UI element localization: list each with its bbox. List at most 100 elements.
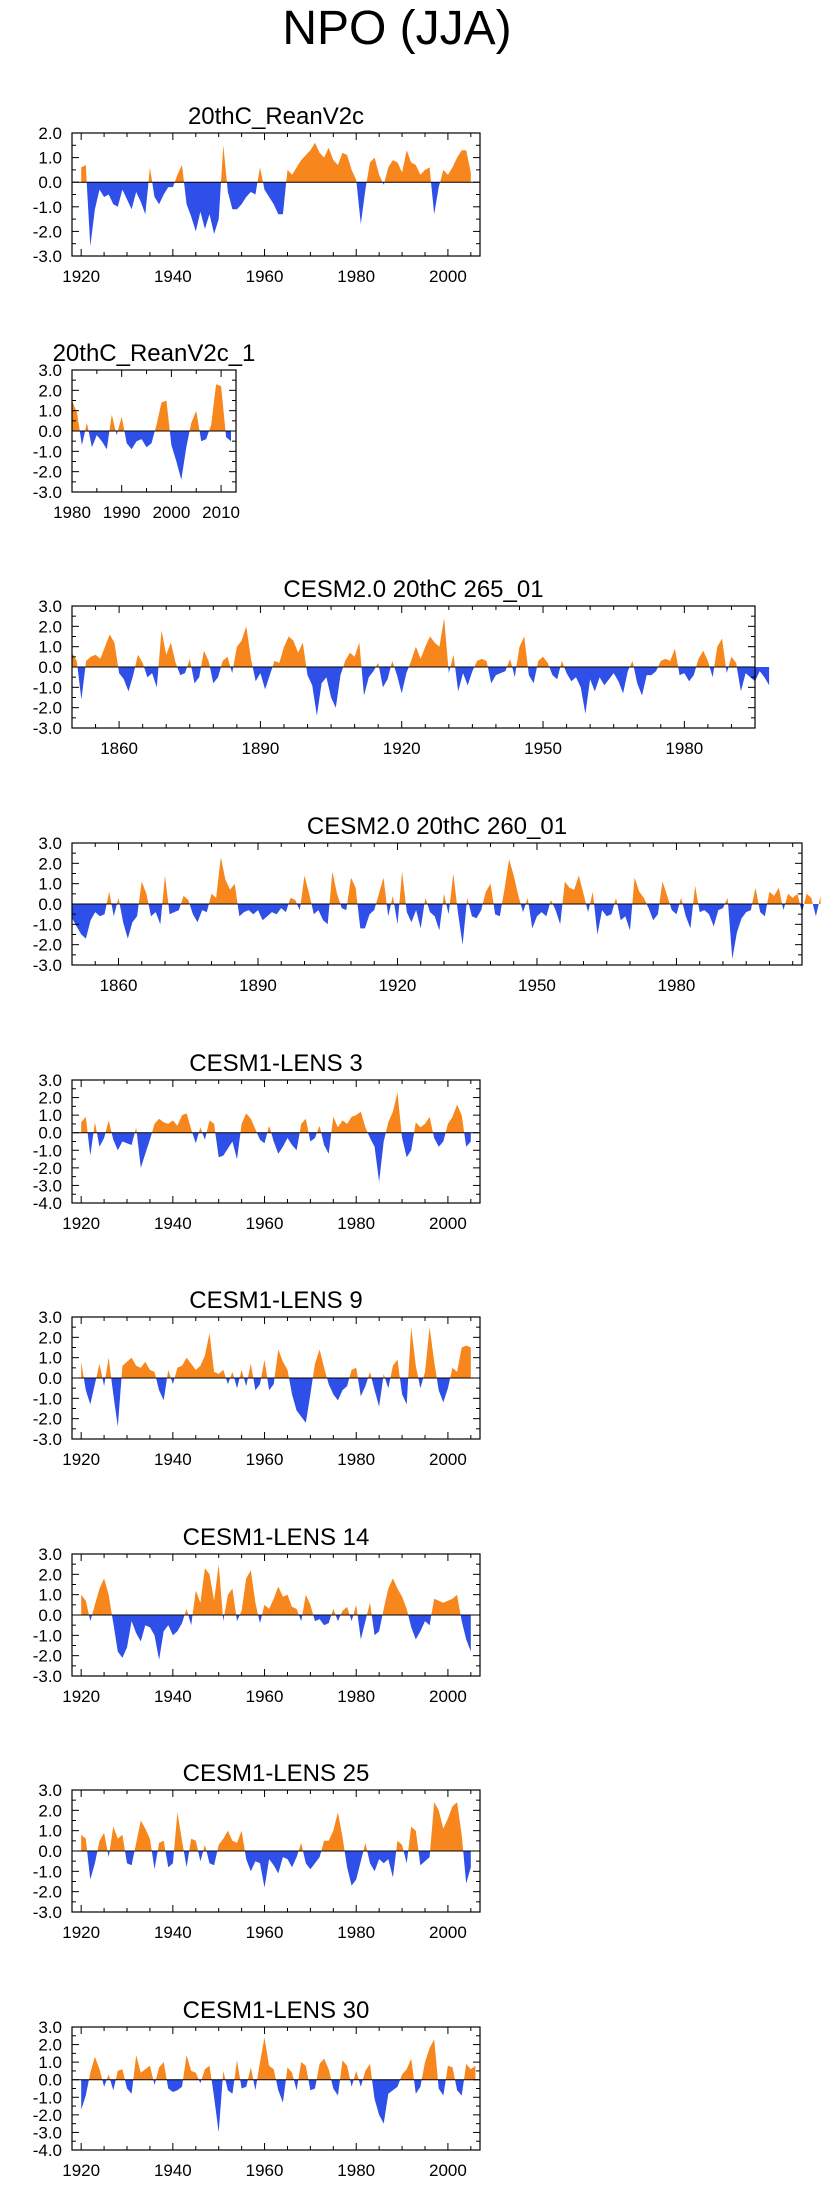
x-tick-label: 1920 (62, 2161, 100, 2180)
positive-anomaly-area (81, 2037, 476, 2080)
x-tick-label: 1980 (337, 1687, 375, 1706)
y-tick-label: 1.0 (38, 1586, 62, 1605)
x-tick-label: 1960 (246, 1450, 284, 1469)
y-tick-label: 2.0 (38, 1328, 62, 1347)
chart-8: CESM1-LENS 25 3.02.0 1.00.0-1.0 -2.0-3.0192… (33, 1760, 481, 1942)
x-tick-label: 1940 (154, 1214, 192, 1233)
y-tick-label: 2.0 (38, 617, 62, 636)
positive-anomaly-area (81, 1564, 471, 1615)
chart-9: CESM1-LENS 30 3.02.01.00.0-1.0-2.0-3.0-4.… (33, 1997, 481, 2180)
y-tick-label: 0.0 (38, 1124, 62, 1143)
negative-anomaly-area (81, 1851, 471, 1888)
chart-4: CESM2.0 20thC 260_01 3.02.0 1.00.0-1.0 -2.0… (33, 813, 821, 995)
positive-anomaly-area (72, 384, 231, 431)
negative-anomaly-area (72, 904, 821, 959)
x-tick-label: 1940 (154, 1923, 192, 1942)
y-tick-label: 1.0 (38, 2053, 62, 2072)
y-tick-label: -3.0 (33, 2123, 62, 2142)
x-tick-label: 1950 (518, 976, 556, 995)
y-tick-label: -2.0 (33, 1410, 62, 1429)
y-tick-label: -1.0 (33, 678, 62, 697)
negative-anomaly-area (72, 667, 770, 716)
y-tick-label: -1.0 (33, 442, 62, 461)
x-tick-label: 1920 (62, 267, 100, 286)
x-tick-label: 1920 (383, 739, 421, 758)
y-tick-label: 3.0 (38, 361, 62, 380)
y-tick-label: -1.0 (33, 1626, 62, 1645)
y-tick-label: 3.0 (38, 1308, 62, 1327)
x-tick-label: 1920 (62, 1923, 100, 1942)
y-tick-label: 0.0 (38, 2071, 62, 2090)
x-tick-label: 2000 (429, 1450, 467, 1469)
x-tick-label: 1960 (246, 267, 284, 286)
y-tick-label: 0.0 (38, 1606, 62, 1625)
y-tick-label: 2.0 (38, 1089, 62, 1108)
y-tick-label: 3.0 (38, 1781, 62, 1800)
y-tick-label: 0.0 (38, 658, 62, 677)
y-tick-label: 3.0 (38, 1545, 62, 1564)
chart-title: CESM1-LENS 14 (183, 1524, 370, 1551)
negative-anomaly-area (81, 1378, 471, 1427)
positive-anomaly-area (81, 1327, 471, 1378)
x-tick-label: 1980 (337, 1214, 375, 1233)
x-tick-label: 1940 (154, 1450, 192, 1469)
x-tick-label: 1980 (337, 1450, 375, 1469)
x-tick-label: 1920 (62, 1450, 100, 1469)
positive-anomaly-area (72, 857, 821, 904)
y-tick-label: 3.0 (38, 2018, 62, 2037)
y-tick-label: 3.0 (38, 597, 62, 616)
x-tick-label: 1980 (658, 976, 696, 995)
y-tick-label: -3.0 (33, 1176, 62, 1195)
negative-anomaly-area (81, 1132, 471, 1182)
positive-anomaly-area (81, 142, 471, 183)
x-tick-label: 1980 (665, 739, 703, 758)
x-tick-label: 1920 (62, 1214, 100, 1233)
y-tick-label: -3.0 (33, 719, 62, 738)
y-tick-label: 0.0 (38, 1369, 62, 1388)
y-tick-label: 1.0 (38, 1349, 62, 1368)
chart-5: CESM1-LENS 3 3.02.01.00.0-1.0-2.0-3.0-4.0… (33, 1050, 481, 1233)
y-tick-label: -2.0 (33, 2106, 62, 2125)
y-tick-label: 3.0 (38, 1071, 62, 1090)
y-tick-label: -1.0 (33, 1862, 62, 1881)
x-tick-label: 1890 (239, 976, 277, 995)
x-tick-label: 1950 (524, 739, 562, 758)
positive-anomaly-area (81, 1092, 471, 1133)
x-tick-label: 2000 (429, 1923, 467, 1942)
x-tick-label: 1980 (53, 503, 91, 522)
positive-anomaly-area (81, 1802, 471, 1851)
x-tick-label: 1860 (100, 739, 138, 758)
y-tick-label: 0.0 (38, 422, 62, 441)
chart-7: CESM1-LENS 14 3.02.0 1.00.0-1.0 -2.0-3.0192… (33, 1524, 481, 1706)
chart-3: CESM2.0 20thC 265_01 3.02.0 1.00.0-1.0 -2.0… (33, 576, 770, 758)
y-tick-label: -2.0 (33, 699, 62, 718)
y-tick-label: -3.0 (33, 1430, 62, 1449)
chart-2: 20thC_ReanV2c_13.02.01.00.0-1.0-2.0-3.01… (33, 340, 256, 522)
chart-title: CESM2.0 20thC 260_01 (307, 813, 567, 840)
y-tick-label: 0.0 (38, 895, 62, 914)
positive-anomaly-area (72, 618, 770, 667)
y-tick-label: -2.0 (33, 1883, 62, 1902)
y-tick-label: 1.0 (38, 149, 62, 168)
y-tick-label: -4.0 (33, 2141, 62, 2160)
y-tick-label: -3.0 (33, 1903, 62, 1922)
x-tick-label: 1980 (337, 1923, 375, 1942)
x-tick-label: 1940 (154, 2161, 192, 2180)
y-tick-label: 2.0 (38, 1801, 62, 1820)
x-tick-label: 1960 (246, 1687, 284, 1706)
y-tick-label: -2.0 (33, 1647, 62, 1666)
x-tick-label: 1920 (62, 1687, 100, 1706)
y-tick-label: 0.0 (38, 173, 62, 192)
x-tick-label: 2000 (152, 503, 190, 522)
x-tick-label: 1890 (241, 739, 279, 758)
y-tick-label: -3.0 (33, 1667, 62, 1686)
y-tick-label: -1.0 (33, 1389, 62, 1408)
y-tick-label: -1.0 (33, 2088, 62, 2107)
negative-anomaly-area (81, 1615, 471, 1660)
y-tick-label: 1.0 (38, 875, 62, 894)
y-tick-label: -1.0 (33, 1141, 62, 1160)
x-tick-label: 2010 (202, 503, 240, 522)
chart-title: CESM1-LENS 25 (183, 1760, 370, 1787)
